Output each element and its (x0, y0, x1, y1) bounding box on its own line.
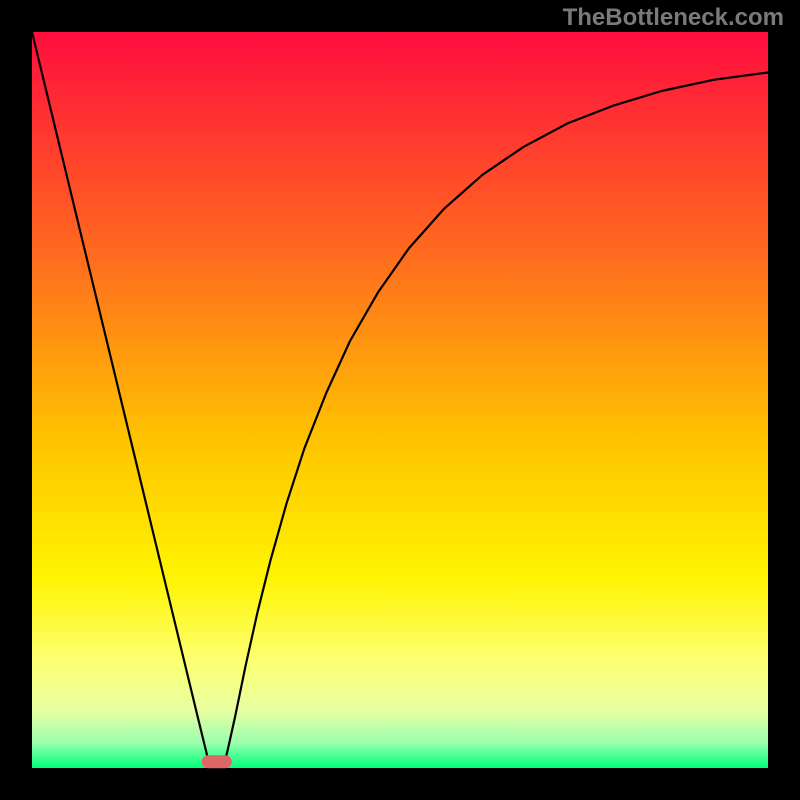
chart-svg (0, 0, 800, 800)
watermark-text: TheBottleneck.com (563, 4, 784, 32)
minimum-marker (202, 755, 232, 768)
chart-container: TheBottleneck.com (0, 0, 800, 800)
plot-area (32, 32, 768, 768)
